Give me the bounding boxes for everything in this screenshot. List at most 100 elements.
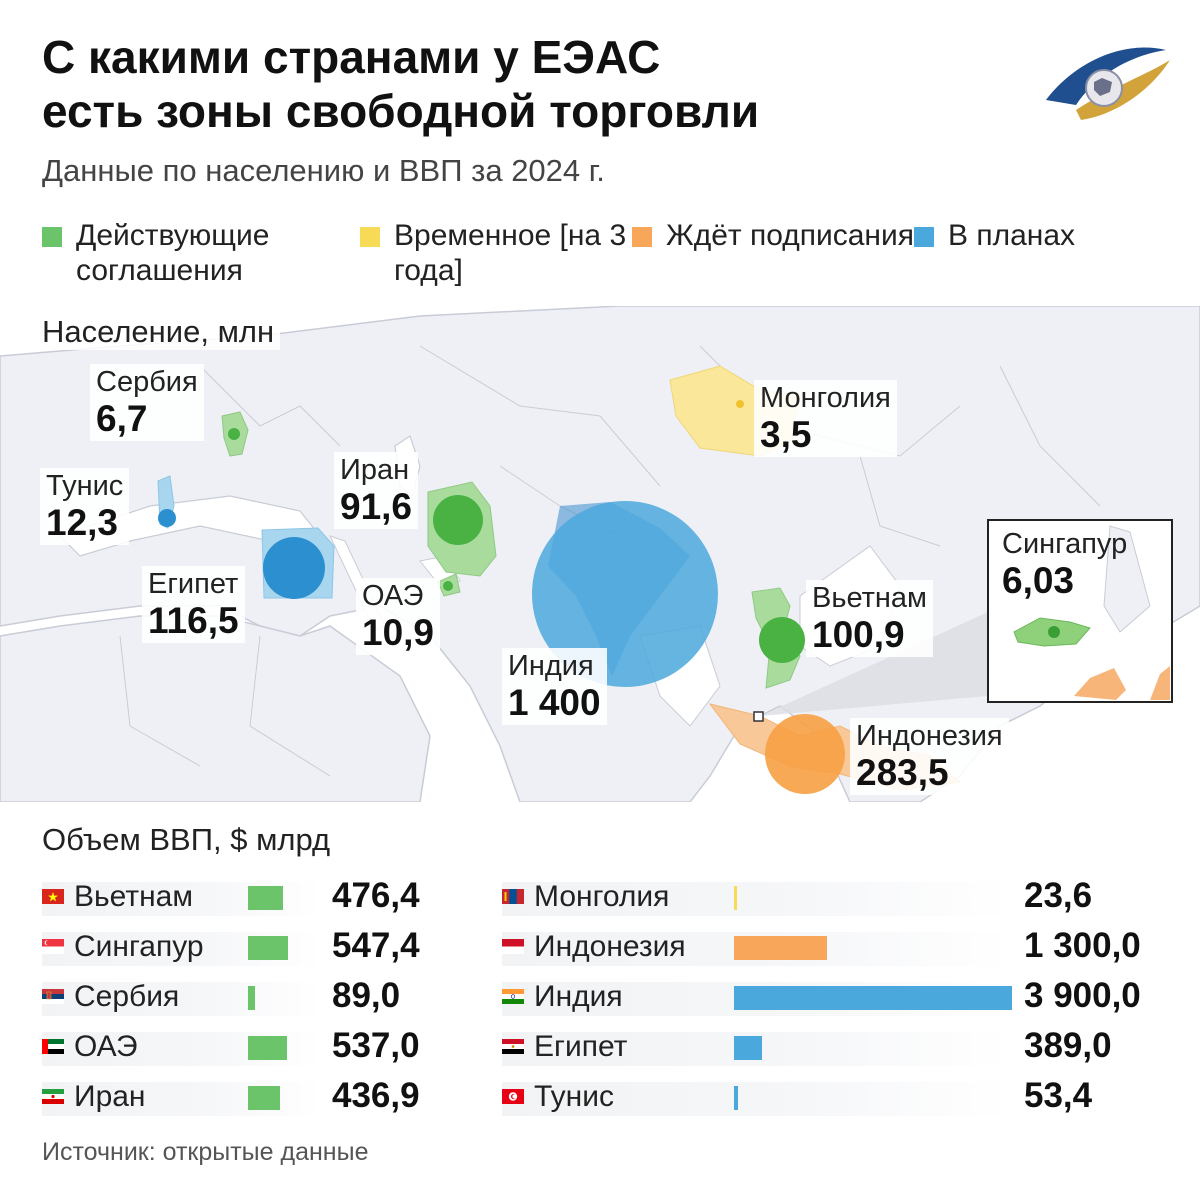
bubble-tunisia [158, 509, 176, 527]
gdp-bar [248, 1036, 288, 1060]
gdp-country-name: Сербия [74, 980, 180, 1013]
pop-country-name: Египет [148, 568, 239, 600]
pop-country-name: Вьетнам [812, 582, 927, 614]
gdp-country-name: Индия [534, 980, 623, 1013]
pop-country-name: Монголия [760, 382, 891, 414]
vietnam-flag-icon [42, 889, 64, 904]
pop-label-singapore: Сингапур 6,03 [996, 526, 1133, 603]
bubble-mongolia [736, 400, 744, 408]
bubble-india [532, 501, 718, 687]
legend-label: В планах [948, 219, 1076, 252]
landmass-africa [0, 615, 431, 802]
pop-label-mongolia: Монголия 3,5 [754, 380, 897, 457]
gdp-bar [734, 1086, 738, 1110]
pop-value: 116,5 [148, 600, 239, 641]
gdp-row-egypt: Египет 389,0 [502, 1024, 1182, 1068]
gdp-title: Объем ВВП, $ млрд [42, 822, 331, 857]
gdp-country-name: Тунис [534, 1080, 614, 1113]
population-title: Население, млн [42, 314, 281, 350]
gdp-bar [248, 936, 288, 960]
gdp-country-name: Иран [74, 1080, 146, 1113]
gdp-country-name: Сингапур [74, 930, 204, 963]
gdp-value: 3 900,0 [1024, 976, 1141, 1015]
pop-country-name: Индонезия [856, 720, 1003, 752]
tunisia-flag-icon [502, 1089, 524, 1104]
title-line-1: С какими странами у ЕЭАС [42, 31, 661, 83]
pop-country-name: Индия [508, 650, 594, 682]
subtitle: Данные по населению и ВВП за 2024 г. [42, 153, 605, 188]
gdp-value: 89,0 [332, 976, 401, 1015]
pop-value: 6,7 [96, 398, 148, 439]
gdp-value: 476,4 [332, 876, 420, 915]
mongolia-flag-icon [502, 889, 524, 904]
egypt-flag-icon [502, 1039, 524, 1054]
singapore-inset-land-2 [1150, 666, 1170, 700]
gdp-row-uae: ОАЭ 537,0 [42, 1024, 462, 1068]
gdp-row-iran: Иран 436,9 [42, 1074, 462, 1118]
singapore-inset-land-3 [1103, 525, 1151, 633]
uae-flag-icon [42, 1039, 64, 1054]
iran-flag-icon [42, 1089, 64, 1104]
legend-label: Ждёт подписания [666, 219, 914, 252]
gdp-country-name: Вьетнам [74, 880, 193, 913]
gdp-country-name: ОАЭ [74, 1030, 138, 1063]
gdp-row-indonesia: Индонезия 1 300,0 [502, 924, 1182, 968]
gdp-bar [734, 886, 737, 910]
gdp-value: 537,0 [332, 1026, 420, 1065]
pop-country-name: Сербия [96, 366, 198, 398]
gdp-row-bg [502, 1082, 1012, 1116]
title-line-2: есть зоны свободной торговли [42, 85, 760, 137]
eaeu-emblem-icon [1046, 47, 1170, 120]
gdp-value: 53,4 [1024, 1076, 1093, 1115]
pop-value: 3,5 [760, 414, 812, 455]
gdp-bar [248, 886, 283, 910]
pop-label-serbia: Сербия 6,7 [90, 364, 204, 441]
gdp-value: 547,4 [332, 926, 420, 965]
pop-value: 12,3 [46, 502, 119, 543]
pop-value: 1 400 [508, 682, 601, 723]
gdp-value: 1 300,0 [1024, 926, 1141, 965]
bubble-vietnam [759, 617, 805, 663]
pop-label-tunisia: Тунис 12,3 [40, 468, 130, 545]
gdp-row-serbia: Сербия 89,0 [42, 974, 462, 1018]
singapore-inset-land-1 [1074, 668, 1126, 700]
gdp-country-name: Индонезия [534, 930, 686, 963]
pop-country-name: Тунис [46, 470, 124, 502]
pop-value: 6,03 [1002, 560, 1075, 601]
gdp-country-name: Египет [534, 1030, 628, 1063]
pop-label-egypt: Египет 116,5 [142, 566, 245, 643]
source-note: Источник: открытые данные [42, 1138, 369, 1166]
singapore-marker [753, 711, 764, 722]
pop-label-uae: ОАЭ 10,9 [356, 578, 441, 655]
gdp-row-bg [502, 882, 1012, 916]
pop-value: 283,5 [856, 752, 949, 793]
gdp-row-singapore: Сингапур 547,4 [42, 924, 462, 968]
gdp-value: 389,0 [1024, 1026, 1112, 1065]
bubble-serbia [228, 428, 240, 440]
pop-label-india: Индия 1 400 [502, 648, 607, 725]
gdp-row-bg [42, 982, 322, 1016]
gdp-bar [248, 986, 255, 1010]
legend-label: Действующие соглашения [76, 219, 270, 287]
singapore-inset-dot [1048, 626, 1060, 638]
gdp-country-name: Монголия [534, 880, 670, 913]
gdp-row-tunisia: Тунис 53,4 [502, 1074, 1182, 1118]
page-title: С какими странами у ЕЭАС есть зоны свобо… [42, 30, 942, 138]
legend-swatch [42, 227, 62, 247]
gdp-row-india: Индия 3 900,0 [502, 974, 1182, 1018]
bubble-uae [443, 581, 453, 591]
gdp-row-vietnam: Вьетнам 476,4 [42, 874, 462, 918]
bubble-iran [433, 495, 483, 545]
legend-label: Временное [на 3 года] [394, 219, 627, 287]
gdp-row-mongolia: Монголия 23,6 [502, 874, 1182, 918]
india-flag-icon [502, 989, 524, 1004]
gdp-bar [734, 1036, 762, 1060]
gdp-value: 436,9 [332, 1076, 420, 1115]
bubble-egypt [263, 537, 325, 599]
singapore-flag-icon [42, 939, 64, 954]
gdp-bar [734, 936, 827, 960]
bubble-indonesia [765, 714, 845, 794]
legend-swatch [360, 227, 380, 247]
legend-swatch [914, 227, 934, 247]
legend-swatch [632, 227, 652, 247]
